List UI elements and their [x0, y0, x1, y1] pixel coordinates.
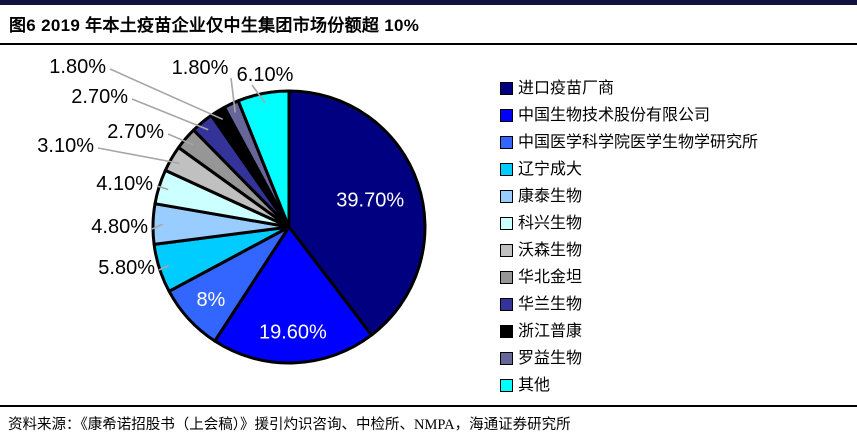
- legend-swatch-icon: [500, 244, 513, 257]
- chart-legend: 进口疫苗厂商中国生物技术股份有限公司中国医学科学院医学生物学研究所 辽宁成大康泰生…: [500, 75, 758, 399]
- legend-item-2: 中国生物技术股份有限公司: [500, 102, 758, 129]
- source-divider: [0, 405, 857, 407]
- label-leader-line-10: [109, 68, 224, 121]
- legend-swatch-icon: [500, 163, 513, 176]
- legend-swatch-icon: [500, 190, 513, 203]
- legend-swatch-icon: [500, 82, 513, 95]
- pie-label-10: 1.80%: [49, 56, 106, 78]
- label-leader-line-4: [158, 264, 169, 271]
- label-leader-line-6: [156, 185, 169, 191]
- legend-swatch-icon: [500, 271, 513, 284]
- legend-label: 其他: [518, 377, 551, 394]
- legend-label: 中国医学科学院医学生物学研究所: [518, 134, 759, 151]
- title-divider: [0, 43, 857, 45]
- pie-slice-12: [236, 89, 291, 229]
- pie-label-8: 2.70%: [107, 121, 164, 143]
- legend-item-1: 进口疫苗厂商: [500, 75, 758, 102]
- legend-label: 华北金坦: [518, 269, 583, 286]
- label-leader-line-7: [97, 147, 180, 165]
- legend-item-9: 华兰生物: [500, 291, 758, 318]
- pie-label-7: 3.10%: [37, 135, 94, 157]
- label-leader-line-9: [131, 98, 209, 131]
- pie-label-12: 6.10%: [237, 64, 294, 86]
- legend-swatch-icon: [500, 352, 513, 365]
- label-leader-line-12: [251, 84, 266, 104]
- legend-item-11: 罗益生物: [500, 345, 758, 372]
- legend-label: 进口疫苗厂商: [518, 80, 615, 97]
- legend-swatch-icon: [500, 379, 513, 392]
- legend-item-10: 浙江普康: [500, 318, 758, 345]
- label-leader-line-5: [151, 223, 163, 230]
- legend-item-5: 康泰生物: [500, 183, 758, 210]
- legend-label: 康泰生物: [518, 188, 583, 205]
- legend-label: 沃森生物: [518, 242, 583, 259]
- pie-label-1: 39.70%: [336, 190, 404, 212]
- pie-label-5: 4.80%: [91, 216, 148, 238]
- top-accent-bar: [0, 0, 857, 5]
- legend-item-12: 其他: [500, 372, 758, 399]
- pie-label-6: 4.10%: [96, 173, 153, 195]
- legend-item-7: 沃森生物: [500, 237, 758, 264]
- pie-label-9: 2.70%: [71, 86, 128, 108]
- label-leader-line-8: [167, 133, 194, 146]
- legend-item-6: 科兴生物: [500, 210, 758, 237]
- legend-label: 华兰生物: [518, 296, 583, 313]
- legend-label: 辽宁成大: [518, 161, 583, 178]
- pie-slice-2: [213, 225, 373, 365]
- label-leader-line-11: [230, 77, 236, 113]
- legend-label: 科兴生物: [518, 215, 583, 232]
- legend-label: 浙江普康: [518, 323, 583, 340]
- legend-label: 中国生物技术股份有限公司: [518, 107, 711, 124]
- legend-item-8: 华北金坦: [500, 264, 758, 291]
- legend-swatch-icon: [500, 217, 513, 230]
- legend-swatch-icon: [500, 136, 513, 149]
- legend-swatch-icon: [500, 325, 513, 338]
- legend-item-3: 中国医学科学院医学生物学研究所: [500, 129, 758, 156]
- legend-swatch-icon: [500, 298, 513, 311]
- pie-label-3: 8%: [196, 289, 225, 311]
- pie-label-11: 1.80%: [172, 57, 229, 79]
- pie-label-2: 19.60%: [259, 322, 327, 344]
- legend-item-4: 辽宁成大: [500, 156, 758, 183]
- pie-label-4: 5.80%: [98, 257, 155, 279]
- pie-slice-1: [287, 89, 427, 337]
- legend-label: 罗益生物: [518, 350, 583, 367]
- figure-title: 图6 2019 年本土疫苗企业仅中生集团市场份额超 10%: [9, 16, 420, 35]
- source-note: 资料来源：《康希诺招股书（上会稿）》援引灼识咨询、中检所、NMPA，海通证券研究…: [8, 417, 571, 433]
- legend-swatch-icon: [500, 109, 513, 122]
